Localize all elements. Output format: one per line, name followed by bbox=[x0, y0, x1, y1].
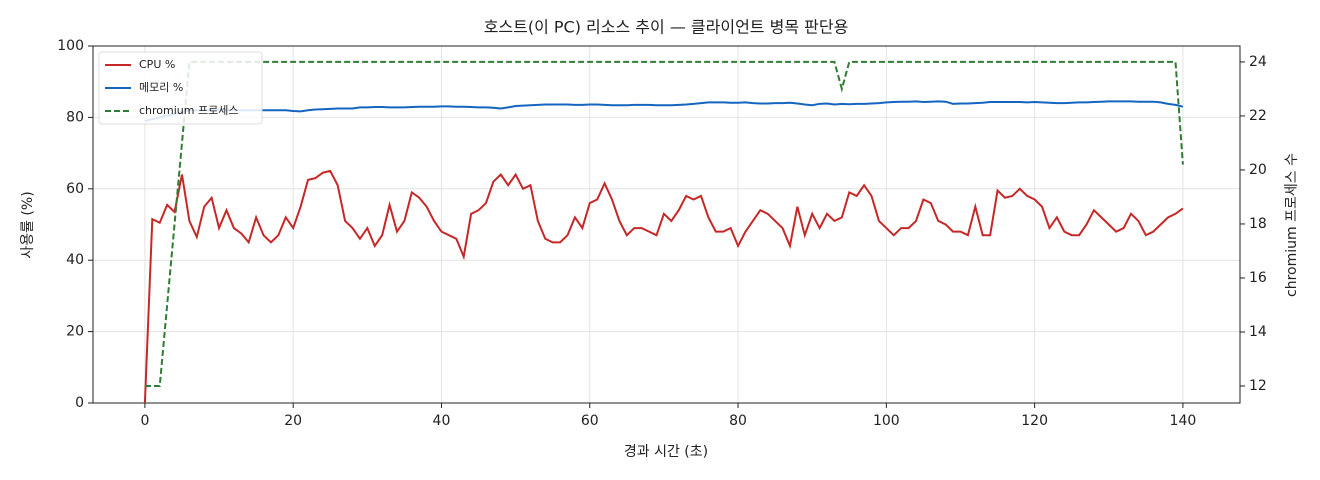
y-tick-label: 0 bbox=[75, 395, 84, 411]
y2-tick-label: 14 bbox=[1249, 324, 1267, 340]
y-axis-label: 사용률 (%) bbox=[20, 191, 36, 258]
y2-tick-label: 22 bbox=[1249, 108, 1267, 124]
y-tick-label: 100 bbox=[57, 38, 84, 54]
y2-tick-label: 24 bbox=[1249, 54, 1267, 70]
x-tick-label: 40 bbox=[433, 413, 451, 429]
y-tick-label: 40 bbox=[66, 252, 84, 268]
y-tick-label: 60 bbox=[66, 181, 84, 197]
y2-tick-label: 18 bbox=[1249, 216, 1267, 232]
legend-label: 메모리 % bbox=[139, 81, 183, 94]
plot-frame bbox=[92, 45, 1241, 404]
x-tick-label: 140 bbox=[1170, 413, 1197, 429]
y2-axis-label: chromium 프로세스 수 bbox=[1284, 153, 1300, 297]
x-tick-label: 120 bbox=[1021, 413, 1048, 429]
x-tick-label: 20 bbox=[284, 413, 302, 429]
y-tick-label: 20 bbox=[66, 324, 84, 340]
y-tick-label: 80 bbox=[66, 109, 84, 125]
x-tick-label: 0 bbox=[140, 413, 149, 429]
series-line bbox=[143, 169, 1184, 404]
y2-tick-label: 12 bbox=[1249, 378, 1267, 394]
x-tick-label: 80 bbox=[729, 413, 747, 429]
legend-label: CPU % bbox=[139, 58, 175, 71]
series-line bbox=[144, 100, 1184, 122]
legend-label: chromium 프로세스 bbox=[139, 104, 238, 117]
x-tick-label: 100 bbox=[873, 413, 900, 429]
legend: CPU % 메모리 % chromium 프로세스 bbox=[98, 51, 263, 125]
x-axis-label: 경과 시간 (초) bbox=[624, 444, 708, 460]
x-tick-label: 60 bbox=[581, 413, 599, 429]
legend-box bbox=[98, 51, 263, 125]
chart-title: 호스트(이 PC) 리소스 추이 — 클라이언트 병목 판단용 bbox=[484, 18, 849, 37]
y2-tick-label: 20 bbox=[1249, 162, 1267, 178]
series-line bbox=[144, 60, 1184, 387]
y2-tick-label: 16 bbox=[1249, 270, 1267, 286]
